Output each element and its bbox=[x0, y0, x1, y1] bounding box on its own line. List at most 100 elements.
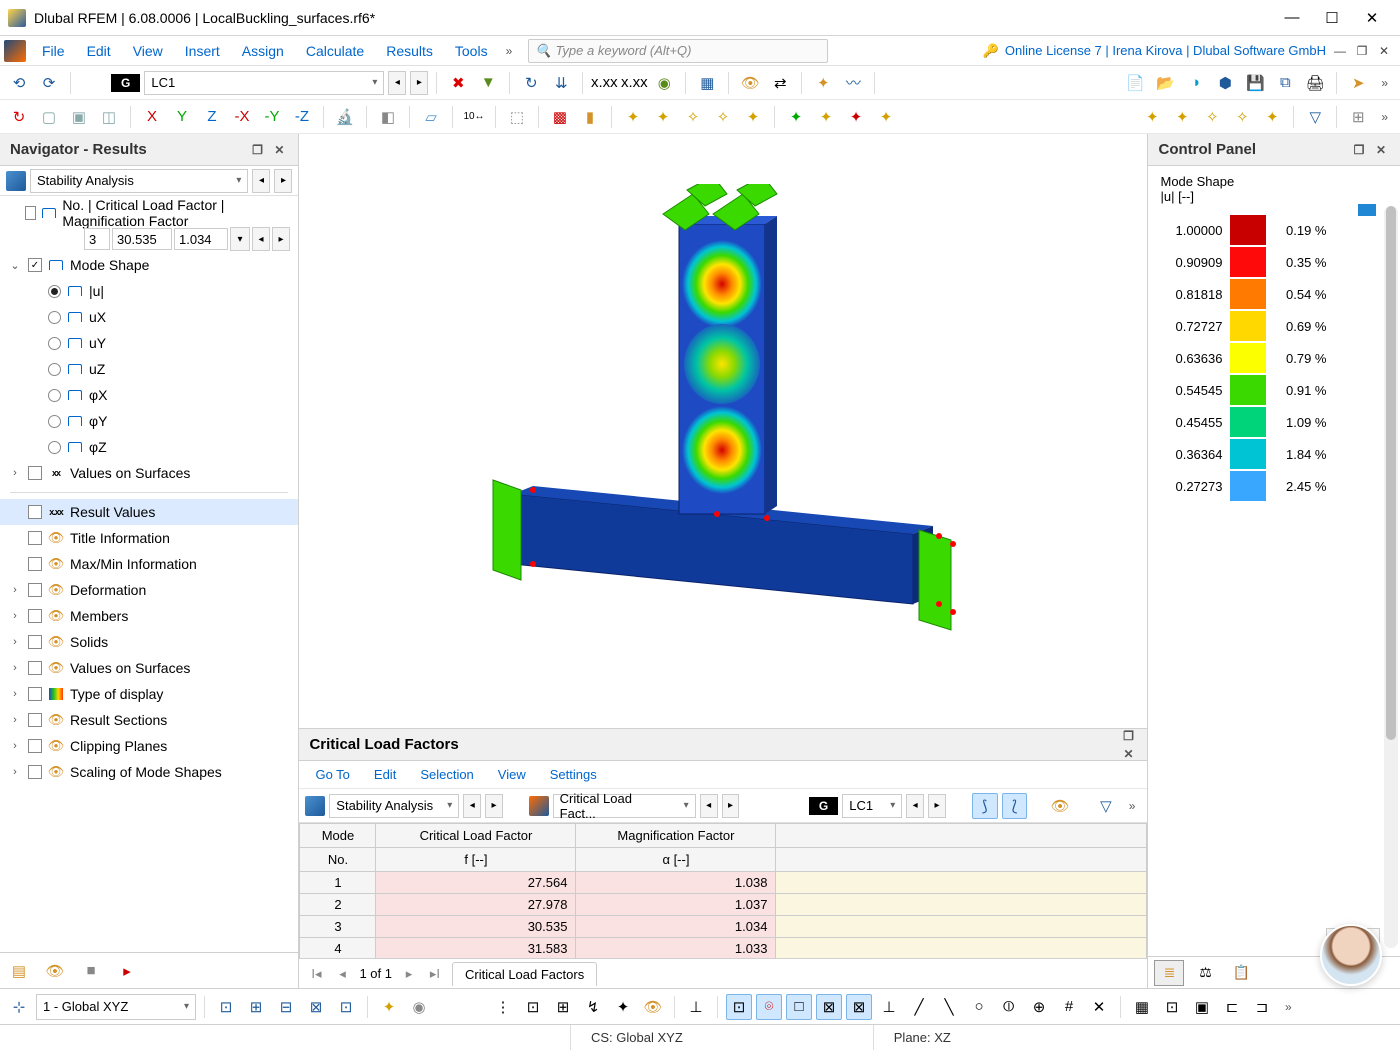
bt-snap4-icon[interactable]: ⊠ bbox=[303, 994, 329, 1020]
tree-values-on-surfaces[interactable]: ›👁Values on Surfaces bbox=[0, 655, 298, 681]
cp-tab-scale[interactable]: ⚖ bbox=[1190, 960, 1220, 986]
bt-osnap12-icon[interactable]: # bbox=[1056, 994, 1082, 1020]
table-row[interactable]: 1 27.564 1.038 bbox=[300, 872, 1147, 894]
nav-prev-button[interactable]: ◂ bbox=[333, 966, 351, 982]
app-menu-icon[interactable] bbox=[4, 40, 26, 62]
bt-osnap13-icon[interactable]: ✕ bbox=[1086, 994, 1112, 1020]
legend-row[interactable]: 0.45455 1.09 % bbox=[1160, 406, 1388, 438]
bt-grid2-icon[interactable]: ⊡ bbox=[1159, 994, 1185, 1020]
analysis-type-select[interactable]: Stability Analysis bbox=[30, 169, 248, 193]
tool-axis-ny-icon[interactable]: -Y bbox=[259, 104, 285, 130]
bt-osnap4-icon[interactable]: ⊠ bbox=[816, 994, 842, 1020]
mode-prev-button[interactable]: ◂ bbox=[252, 227, 270, 251]
dock-mode2-icon[interactable]: ⟅ bbox=[1002, 793, 1028, 819]
tool-anim-icon[interactable]: ✦ bbox=[810, 70, 836, 96]
tool-r1-icon[interactable]: ✦ bbox=[1139, 104, 1165, 130]
dock-toolbar-overflow-icon[interactable]: » bbox=[1123, 799, 1142, 813]
bt-osnap2-icon[interactable]: ⌾ bbox=[756, 994, 782, 1020]
nav-tab-eye-icon[interactable]: 👁 bbox=[42, 958, 68, 984]
cp-close-button[interactable]: ✕ bbox=[1372, 141, 1390, 159]
legend-row[interactable]: 0.27273 2.45 % bbox=[1160, 470, 1388, 502]
minimize-button[interactable]: — bbox=[1272, 4, 1312, 32]
cell-crit-factor[interactable]: 27.564 bbox=[376, 872, 576, 894]
dock-lc-select[interactable]: LC1 bbox=[842, 794, 902, 818]
radio[interactable] bbox=[48, 311, 61, 324]
cell-crit-factor[interactable]: 30.535 bbox=[376, 916, 576, 938]
bt-osnap8-icon[interactable]: ╲ bbox=[936, 994, 962, 1020]
nav-next-button[interactable]: ▸ bbox=[400, 966, 418, 982]
tool-cloud-icon[interactable]: ◑ bbox=[1182, 70, 1208, 96]
tool-support-icon[interactable]: ▼ bbox=[475, 70, 501, 96]
tool-refresh-icon[interactable]: ↻ bbox=[6, 104, 32, 130]
tool-filter-icon[interactable]: ▽ bbox=[1302, 104, 1328, 130]
table-row[interactable]: 3 30.535 1.034 bbox=[300, 916, 1147, 938]
tree-item-u[interactable]: |u| bbox=[0, 278, 298, 304]
menu-overflow-icon[interactable]: » bbox=[500, 44, 519, 58]
bt-wizard-icon[interactable]: ✦ bbox=[376, 994, 402, 1020]
bt-coord-icon[interactable]: ⊹ bbox=[6, 994, 32, 1020]
tool-moment-icon[interactable]: ↻ bbox=[518, 70, 544, 96]
nav-last-button[interactable]: ▸I bbox=[426, 966, 444, 982]
menu-tools[interactable]: Tools bbox=[445, 39, 498, 63]
tool-box2-icon[interactable]: ▣ bbox=[66, 104, 92, 130]
analysis-prev-button[interactable]: ◂ bbox=[252, 169, 270, 193]
tool-values-icon[interactable]: x.xx bbox=[591, 70, 617, 96]
tool-star5-icon[interactable]: ✦ bbox=[740, 104, 766, 130]
legend-row[interactable]: 0.90909 0.35 % bbox=[1160, 246, 1388, 278]
tree-deformation[interactable]: ›👁Deformation bbox=[0, 577, 298, 603]
tool-axis-x-icon[interactable]: X bbox=[139, 104, 165, 130]
legend-row[interactable]: 0.63636 0.79 % bbox=[1160, 342, 1388, 374]
tool-mesh-icon[interactable]: ▩ bbox=[547, 104, 573, 130]
nav-tab-data-icon[interactable]: ▤ bbox=[6, 958, 32, 984]
tool-ruler-icon[interactable]: 10↔ bbox=[461, 104, 487, 130]
tool-new-icon[interactable]: 📄 bbox=[1122, 70, 1148, 96]
mag-factor-input[interactable] bbox=[174, 228, 228, 250]
cp-scrollbar[interactable] bbox=[1384, 206, 1398, 948]
col-mode-h1[interactable]: Mode bbox=[300, 824, 376, 848]
tool-eye-val-icon[interactable]: 👁 bbox=[737, 70, 763, 96]
cell-mag-factor[interactable]: 1.033 bbox=[576, 938, 776, 959]
tool-spark1-icon[interactable]: ✦ bbox=[783, 104, 809, 130]
nav-tab-flag-icon[interactable]: ▸ bbox=[114, 958, 140, 984]
checkbox[interactable] bbox=[28, 258, 42, 272]
tool-r3-icon[interactable]: ✧ bbox=[1199, 104, 1225, 130]
dock-mode1-icon[interactable]: ⟆ bbox=[972, 793, 998, 819]
tool-section-icon[interactable]: ⬚ bbox=[504, 104, 530, 130]
bt-grid3-icon[interactable]: ▣ bbox=[1189, 994, 1215, 1020]
dock-tab[interactable]: Critical Load Factors bbox=[452, 962, 597, 986]
dock-sel2-next-button[interactable]: ▸ bbox=[722, 794, 740, 818]
coord-system-select[interactable]: 1 - Global XYZ bbox=[36, 994, 196, 1020]
tool-grid2-icon[interactable]: ⊞ bbox=[1345, 104, 1371, 130]
dock-filter-icon[interactable]: ▽ bbox=[1093, 793, 1119, 819]
tree-item-uy[interactable]: uY bbox=[0, 330, 298, 356]
bt-snap2-icon[interactable]: ⊞ bbox=[243, 994, 269, 1020]
tool-wave-icon[interactable]: 〰 bbox=[840, 70, 866, 96]
radio[interactable] bbox=[48, 441, 61, 454]
bottom-tb-overflow-icon[interactable]: » bbox=[1279, 1000, 1298, 1014]
tool-axis-nz-icon[interactable]: -Z bbox=[289, 104, 315, 130]
radio[interactable] bbox=[48, 415, 61, 428]
tool-star3-icon[interactable]: ✧ bbox=[680, 104, 706, 130]
tool-star4-icon[interactable]: ✧ bbox=[710, 104, 736, 130]
3d-viewport[interactable] bbox=[299, 134, 1147, 728]
bt-eye-icon[interactable]: ◉ bbox=[406, 994, 432, 1020]
toolbar1-overflow-icon[interactable]: » bbox=[1375, 76, 1394, 90]
legend-row[interactable]: 0.81818 0.54 % bbox=[1160, 278, 1388, 310]
tool-grid-icon[interactable]: ▦ bbox=[694, 70, 720, 96]
tree-maxmin-info[interactable]: 👁Max/Min Information bbox=[0, 551, 298, 577]
assistant-avatar[interactable] bbox=[1320, 924, 1382, 986]
legend-row[interactable]: 0.54545 0.91 % bbox=[1160, 374, 1388, 406]
dock-menu-goto[interactable]: Go To bbox=[305, 764, 359, 785]
search-input[interactable]: 🔍 Type a keyword (Alt+Q) bbox=[528, 39, 828, 63]
tree-solids[interactable]: ›👁Solids bbox=[0, 629, 298, 655]
bt-dot6-icon[interactable]: 👁 bbox=[640, 994, 666, 1020]
bt-osnap6-icon[interactable]: ⊥ bbox=[876, 994, 902, 1020]
menu-calculate[interactable]: Calculate bbox=[296, 39, 374, 63]
bt-dot3-icon[interactable]: ⊞ bbox=[550, 994, 576, 1020]
dock-sel1-next-button[interactable]: ▸ bbox=[485, 794, 503, 818]
menu-edit[interactable]: Edit bbox=[77, 39, 121, 63]
analysis-next-button[interactable]: ▸ bbox=[274, 169, 292, 193]
loadcase-select[interactable]: LC1 bbox=[144, 71, 384, 95]
tool-star2-icon[interactable]: ✦ bbox=[650, 104, 676, 130]
mdi-restore-button[interactable]: ❐ bbox=[1354, 44, 1370, 58]
